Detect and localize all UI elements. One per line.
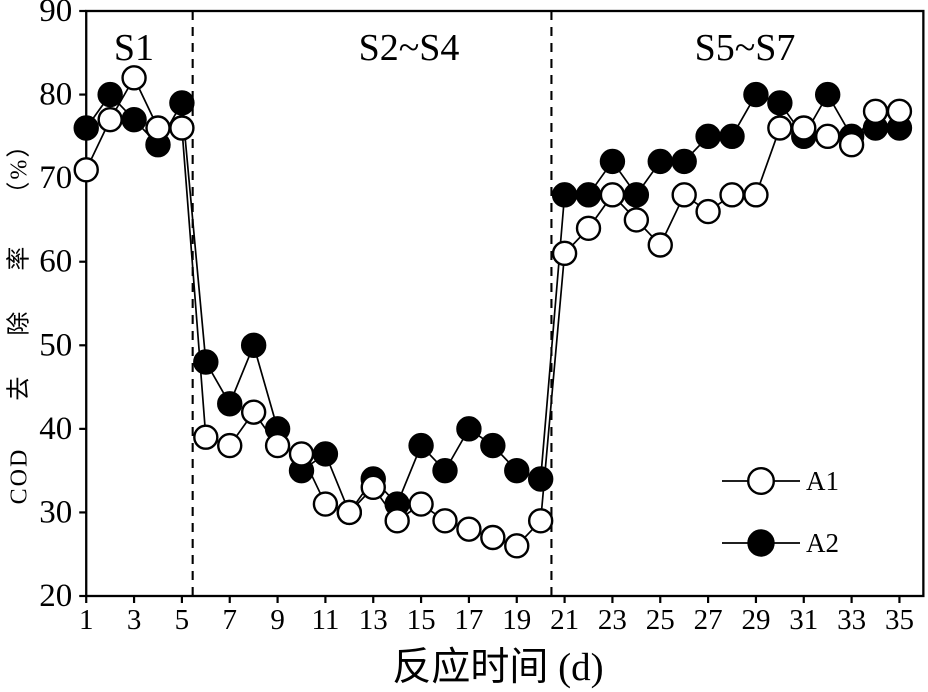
svg-text:3: 3 xyxy=(127,604,142,636)
svg-text:A1: A1 xyxy=(806,466,839,496)
svg-text:35: 35 xyxy=(885,604,914,636)
svg-text:S5~S7: S5~S7 xyxy=(695,27,796,69)
svg-text:60: 60 xyxy=(39,244,72,280)
svg-text:23: 23 xyxy=(598,604,627,636)
svg-text:11: 11 xyxy=(311,604,339,636)
svg-text:13: 13 xyxy=(359,604,388,636)
svg-text:9: 9 xyxy=(270,604,285,636)
svg-text:80: 80 xyxy=(39,77,72,113)
svg-text:90: 90 xyxy=(39,0,72,29)
svg-text:31: 31 xyxy=(789,604,818,636)
svg-text:33: 33 xyxy=(837,604,866,636)
svg-text:15: 15 xyxy=(407,604,436,636)
svg-text:7: 7 xyxy=(222,604,237,636)
svg-text:A2: A2 xyxy=(806,528,839,558)
svg-text:27: 27 xyxy=(694,604,723,636)
svg-text:S1: S1 xyxy=(114,27,154,69)
svg-text:S2~S4: S2~S4 xyxy=(359,27,460,69)
svg-text:1: 1 xyxy=(79,604,94,636)
svg-text:21: 21 xyxy=(550,604,579,636)
svg-text:19: 19 xyxy=(502,604,531,636)
svg-text:29: 29 xyxy=(741,604,770,636)
svg-text:40: 40 xyxy=(39,411,72,447)
svg-text:30: 30 xyxy=(39,494,72,530)
svg-text:25: 25 xyxy=(646,604,675,636)
svg-text:20: 20 xyxy=(39,578,72,614)
svg-text:50: 50 xyxy=(39,327,72,363)
svg-text:70: 70 xyxy=(39,160,72,196)
svg-text:5: 5 xyxy=(175,604,190,636)
svg-text:17: 17 xyxy=(454,604,483,636)
